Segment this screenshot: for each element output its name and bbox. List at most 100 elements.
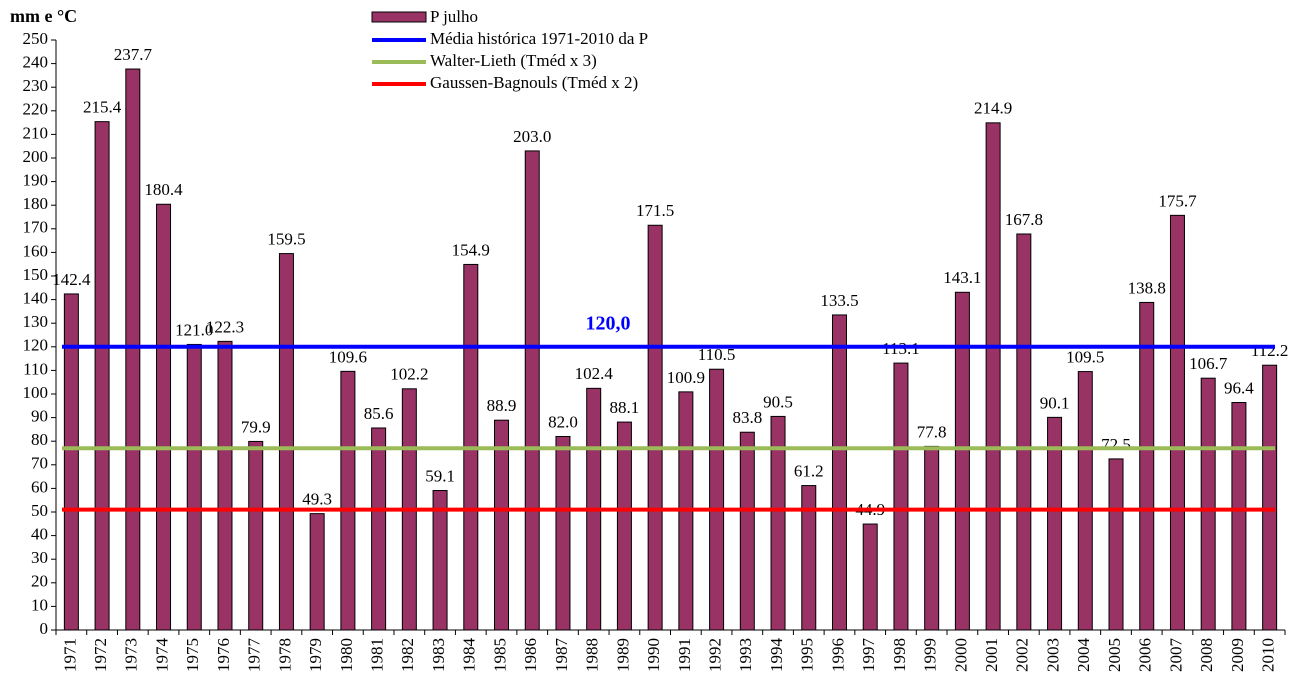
data-label: 106.7 bbox=[1189, 354, 1228, 373]
bar bbox=[555, 435, 571, 631]
data-label: 143.1 bbox=[943, 268, 981, 287]
x-tick-label: 1974 bbox=[152, 638, 171, 673]
y-tick-label: 110 bbox=[23, 359, 48, 378]
data-label: 100.9 bbox=[667, 368, 705, 387]
y-axis-label: mm e °C bbox=[10, 6, 77, 26]
y-tick-label: 240 bbox=[23, 53, 49, 72]
x-tick-label: 1985 bbox=[490, 638, 509, 672]
data-label: 122.3 bbox=[206, 317, 244, 336]
y-tick-label: 140 bbox=[23, 289, 49, 308]
data-label: 102.2 bbox=[390, 365, 428, 384]
data-label: 79.9 bbox=[241, 417, 271, 436]
x-tick-label: 1987 bbox=[552, 638, 571, 673]
bar bbox=[1200, 377, 1216, 631]
y-tick-label: 0 bbox=[40, 619, 49, 638]
x-tick-label: 1994 bbox=[767, 638, 786, 673]
x-tick-label: 1980 bbox=[337, 638, 356, 672]
bar bbox=[248, 440, 264, 631]
x-tick-label: 1971 bbox=[60, 638, 79, 672]
x-tick-label: 2000 bbox=[951, 638, 970, 672]
bar bbox=[862, 523, 878, 631]
y-tick-label: 10 bbox=[31, 595, 48, 614]
bar bbox=[494, 419, 510, 631]
bar bbox=[1231, 401, 1247, 631]
y-tick-label: 190 bbox=[23, 171, 49, 190]
data-label: 159.5 bbox=[267, 229, 305, 248]
legend-label: P julho bbox=[430, 7, 478, 26]
y-tick-label: 230 bbox=[23, 76, 49, 95]
x-tick-label: 1991 bbox=[675, 638, 694, 672]
data-label: 82.0 bbox=[548, 412, 578, 431]
bar bbox=[739, 431, 755, 631]
x-tick-label: 1989 bbox=[613, 638, 632, 672]
x-tick-label: 1998 bbox=[890, 638, 909, 672]
x-tick-label: 1972 bbox=[91, 638, 110, 672]
y-tick-label: 70 bbox=[31, 454, 48, 473]
x-tick-label: 1986 bbox=[521, 638, 540, 672]
x-tick-label: 2008 bbox=[1197, 638, 1216, 672]
data-label: 180.4 bbox=[144, 180, 183, 199]
bar bbox=[278, 253, 294, 631]
bar bbox=[1077, 371, 1093, 631]
y-tick-label: 160 bbox=[23, 241, 49, 260]
bar bbox=[125, 68, 141, 631]
y-tick-label: 220 bbox=[23, 100, 49, 119]
data-label: 49.3 bbox=[302, 490, 332, 509]
bar bbox=[616, 421, 632, 631]
y-tick-label: 20 bbox=[31, 572, 48, 591]
y-tick-label: 60 bbox=[31, 477, 48, 496]
bar bbox=[1016, 233, 1032, 631]
legend-label: Gaussen-Bagnouls (Tméd x 2) bbox=[430, 73, 638, 92]
data-label: 61.2 bbox=[794, 461, 824, 480]
bar bbox=[831, 314, 847, 631]
x-tick-label: 2010 bbox=[1259, 638, 1278, 672]
data-label: 88.9 bbox=[487, 396, 517, 415]
y-tick-label: 80 bbox=[31, 430, 48, 449]
y-tick-label: 210 bbox=[23, 123, 49, 142]
data-label: 88.1 bbox=[610, 398, 640, 417]
bar bbox=[893, 362, 909, 631]
y-tick-label: 40 bbox=[31, 525, 48, 544]
legend-swatch bbox=[371, 11, 427, 23]
data-label: 121.0 bbox=[175, 320, 213, 339]
reference-label: 120,0 bbox=[586, 312, 631, 334]
bar bbox=[94, 121, 110, 631]
data-label: 112.2 bbox=[1251, 341, 1289, 360]
y-tick-label: 200 bbox=[23, 147, 49, 166]
bar bbox=[156, 203, 172, 631]
x-tick-label: 1992 bbox=[705, 638, 724, 672]
bar bbox=[1108, 458, 1124, 631]
data-label: 215.4 bbox=[83, 98, 122, 117]
x-tick-label: 2001 bbox=[982, 638, 1001, 672]
x-tick-label: 1990 bbox=[644, 638, 663, 672]
bar bbox=[709, 368, 725, 631]
bar bbox=[217, 340, 233, 631]
x-tick-label: 1973 bbox=[122, 638, 141, 672]
data-label: 133.5 bbox=[820, 291, 858, 310]
bar bbox=[371, 427, 387, 631]
y-tick-label: 170 bbox=[23, 218, 49, 237]
bar bbox=[1139, 301, 1155, 631]
data-label: 85.6 bbox=[364, 404, 394, 423]
data-label: 102.4 bbox=[575, 364, 614, 383]
data-label: 171.5 bbox=[636, 201, 674, 220]
bar bbox=[309, 513, 325, 631]
bar bbox=[1169, 214, 1185, 631]
x-tick-label: 1995 bbox=[798, 638, 817, 672]
x-tick-label: 1979 bbox=[306, 638, 325, 672]
data-label: 237.7 bbox=[114, 45, 153, 64]
x-tick-label: 1978 bbox=[275, 638, 294, 672]
bar bbox=[186, 343, 202, 631]
x-tick-label: 1996 bbox=[828, 638, 847, 672]
x-tick-label: 1993 bbox=[736, 638, 755, 672]
data-label: 109.5 bbox=[1066, 347, 1104, 366]
x-tick-label: 2005 bbox=[1105, 638, 1124, 672]
bar bbox=[954, 291, 970, 631]
x-tick-label: 2003 bbox=[1043, 638, 1062, 672]
bar bbox=[1047, 416, 1063, 631]
y-tick-label: 130 bbox=[23, 312, 49, 331]
bar bbox=[985, 122, 1001, 631]
y-tick-label: 50 bbox=[31, 501, 48, 520]
data-label: 72.5 bbox=[1101, 435, 1131, 454]
data-label: 167.8 bbox=[1005, 210, 1043, 229]
